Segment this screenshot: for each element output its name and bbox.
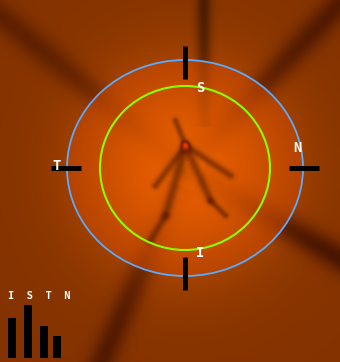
Bar [53, 336, 61, 358]
Text: N: N [293, 141, 301, 155]
Text: I  S  T  N: I S T N [8, 291, 70, 301]
Text: I: I [196, 246, 204, 260]
Bar [24, 305, 32, 358]
Text: T: T [52, 159, 61, 173]
Bar [8, 318, 16, 358]
Bar [40, 326, 48, 358]
Text: S: S [196, 81, 204, 95]
